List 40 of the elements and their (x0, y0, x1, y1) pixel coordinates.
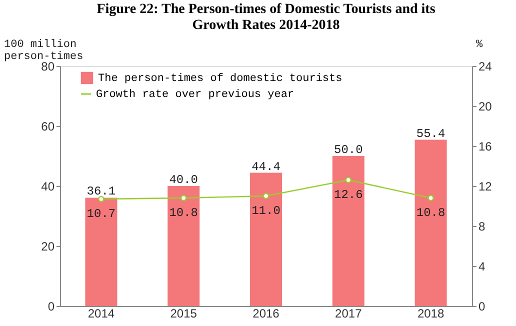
point (98, 196, 104, 202)
bar (332, 156, 364, 306)
y-tick-label: 40 (41, 180, 55, 194)
y-tick-label: 0 (48, 300, 55, 314)
x-tick-label: 2017 (335, 306, 362, 320)
legend-label: Growth rate over previous year (96, 89, 294, 101)
bar (250, 172, 282, 306)
data-label: 11.0 (252, 204, 280, 218)
data-label: 50.0 (334, 143, 363, 157)
point (262, 192, 270, 200)
data-label: 55.4 (416, 126, 446, 141)
data-label: 10.8 (416, 206, 446, 220)
bar (168, 186, 200, 306)
y2-tick-label: 20 (478, 100, 492, 114)
x-tick-label: 2015 (170, 306, 198, 320)
y2-tick-label: 8 (478, 220, 486, 234)
data-label: 10.8 (169, 206, 198, 220)
y2-tick-label: 24 (478, 60, 492, 74)
legend-label: The person-times of domestic tourists (98, 73, 342, 85)
y2-tick-label: 4 (478, 260, 486, 274)
y-tick-label: 60 (41, 120, 55, 134)
chart-title: Figure 22: The Person-times of Domestic Tourists and its Growth Rates 2014-2018 (96, 2, 436, 33)
y2-tick-label: 16 (478, 140, 492, 154)
bar (414, 140, 447, 306)
data-label: 36.1 (86, 184, 116, 199)
data-label: 44.4 (252, 160, 280, 174)
point (180, 194, 187, 202)
y2-tick-label: 0 (478, 300, 486, 314)
x-tick-label: 2014 (88, 306, 115, 320)
bar (85, 198, 118, 306)
y2-tick-label: 12 (478, 180, 492, 194)
point (345, 176, 352, 184)
point (428, 194, 434, 202)
data-label: 40.0 (169, 173, 198, 187)
y-tick-label: 20 (41, 240, 55, 254)
x-tick-label: 2016 (252, 306, 280, 320)
data-label: 10.7 (86, 207, 116, 221)
data-label: 12.6 (334, 188, 363, 202)
y2-axis-title: % (476, 39, 483, 51)
x-tick-label: 2018 (417, 306, 444, 320)
